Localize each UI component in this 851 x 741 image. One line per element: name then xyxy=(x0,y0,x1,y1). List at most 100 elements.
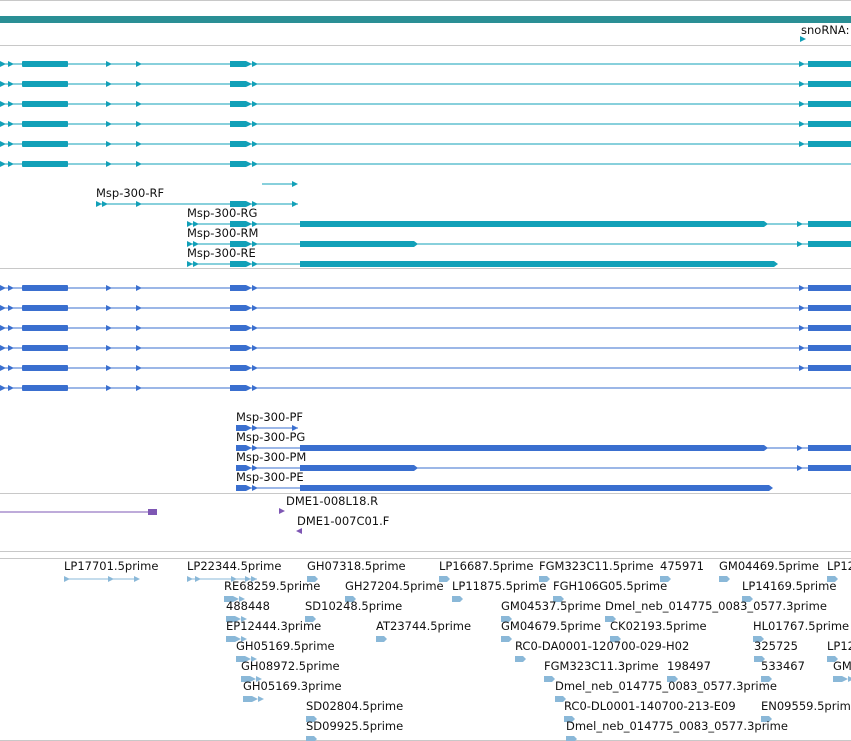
est-feature-block[interactable] xyxy=(761,676,772,682)
est-label[interactable]: GM04679.5prime xyxy=(501,619,601,633)
est-label[interactable]: Dmel_neb_014775_0083_0577.3prime xyxy=(566,719,788,733)
exon-block[interactable] xyxy=(300,241,418,247)
est-feature-block[interactable] xyxy=(539,576,550,582)
est-label[interactable]: GH05169.5prime xyxy=(236,639,335,653)
est-feature-block[interactable] xyxy=(605,616,616,622)
est-feature-block[interactable] xyxy=(345,596,356,602)
est-label[interactable]: SD02804.5prime xyxy=(306,699,404,713)
exon-block[interactable] xyxy=(808,345,851,351)
exon-block[interactable] xyxy=(230,365,246,371)
est-feature-block[interactable] xyxy=(827,576,838,582)
gene-feature-bar[interactable] xyxy=(0,16,851,23)
exon-block[interactable] xyxy=(808,81,851,87)
exon-block[interactable] xyxy=(230,285,246,291)
exon-block[interactable] xyxy=(22,141,68,147)
clone-label[interactable]: DME1-007C01.F xyxy=(297,514,390,528)
clone-label[interactable]: DME1-008L18.R xyxy=(286,494,379,508)
est-label[interactable]: GM04537.5prime xyxy=(501,599,601,613)
est-feature-block[interactable] xyxy=(553,596,564,602)
est-feature-block[interactable] xyxy=(719,576,730,582)
est-label[interactable]: GH07318.5prime xyxy=(307,559,406,573)
est-label[interactable]: GM xyxy=(833,659,851,673)
est-label[interactable]: RC0-DA0001-120700-029-H02 xyxy=(515,639,690,653)
exon-block[interactable] xyxy=(22,305,68,311)
est-label[interactable]: FGH106G05.5prime xyxy=(553,579,668,593)
exon-block[interactable] xyxy=(808,101,851,107)
est-feature-block[interactable] xyxy=(833,676,842,682)
est-feature-block[interactable] xyxy=(753,636,764,642)
est-label[interactable]: 533467 xyxy=(761,659,805,673)
est-label[interactable]: Dmel_neb_014775_0083_0577.3prime xyxy=(605,599,827,613)
exon-block[interactable] xyxy=(22,345,68,351)
exon-block[interactable] xyxy=(808,365,851,371)
est-label[interactable]: FGM323C11.3prime xyxy=(544,659,659,673)
est-label[interactable]: Dmel_neb_014775_0083_0577.3prime xyxy=(555,679,777,693)
est-feature-block[interactable] xyxy=(236,656,245,662)
est-label[interactable]: EN09559.5prime xyxy=(761,699,851,713)
exon-block[interactable] xyxy=(22,161,68,167)
exon-block[interactable] xyxy=(808,121,851,127)
exon-block[interactable] xyxy=(236,465,246,471)
est-feature-block[interactable] xyxy=(667,676,678,682)
est-feature-block[interactable] xyxy=(226,636,235,642)
exon-block[interactable] xyxy=(300,465,418,471)
est-feature-block[interactable] xyxy=(761,716,772,722)
exon-block[interactable] xyxy=(808,445,851,451)
exon-block[interactable] xyxy=(236,485,246,491)
exon-block[interactable] xyxy=(22,101,68,107)
exon-block[interactable] xyxy=(230,325,246,331)
exon-block[interactable] xyxy=(22,61,68,67)
exon-block[interactable] xyxy=(230,241,246,247)
exon-block[interactable] xyxy=(808,221,851,227)
est-feature-block[interactable] xyxy=(306,716,317,722)
protein-label-pf[interactable]: Msp-300-PF xyxy=(236,410,304,424)
transcript-label-rg[interactable]: Msp-300-RG xyxy=(187,206,258,220)
est-feature-block[interactable] xyxy=(452,596,463,602)
est-feature-block[interactable] xyxy=(306,736,317,741)
exon-block[interactable] xyxy=(808,305,851,311)
est-label[interactable]: GH05169.3prime xyxy=(243,679,342,693)
est-label[interactable]: 198497 xyxy=(667,659,711,673)
est-label[interactable]: HL01767.5prime xyxy=(753,619,850,633)
exon-block[interactable] xyxy=(300,445,768,451)
exon-block[interactable] xyxy=(808,141,851,147)
est-label[interactable]: LP22344.5prime xyxy=(187,559,282,573)
est-feature-block[interactable] xyxy=(754,656,765,662)
exon-block[interactable] xyxy=(230,101,246,107)
est-feature-block[interactable] xyxy=(566,736,577,741)
est-feature-block[interactable] xyxy=(742,596,753,602)
est-feature-block[interactable] xyxy=(501,616,512,622)
est-label[interactable]: LP11875.5prime xyxy=(452,579,547,593)
exon-block[interactable] xyxy=(236,425,246,431)
est-label[interactable]: CK02193.5prime xyxy=(610,619,707,633)
est-label[interactable]: LP12 xyxy=(827,559,851,573)
exon-block[interactable] xyxy=(808,285,851,291)
exon-block[interactable] xyxy=(230,261,246,267)
est-feature-block[interactable] xyxy=(243,696,252,702)
exon-block[interactable] xyxy=(236,445,246,451)
est-feature-block[interactable] xyxy=(305,616,316,622)
exon-block[interactable] xyxy=(22,325,68,331)
est-feature-block[interactable] xyxy=(610,636,621,642)
transcript-label-re[interactable]: Msp-300-RE xyxy=(187,246,256,260)
est-feature-block[interactable] xyxy=(241,676,250,682)
transcript-label-rf[interactable]: Msp-300-RF xyxy=(96,186,165,200)
est-feature-block[interactable] xyxy=(224,596,233,602)
exon-block[interactable] xyxy=(230,121,246,127)
exon-block[interactable] xyxy=(22,385,68,391)
est-label[interactable]: SD09925.5prime xyxy=(306,719,404,733)
est-label[interactable]: LP12 xyxy=(827,639,851,653)
est-feature-block[interactable] xyxy=(660,576,671,582)
exon-block[interactable] xyxy=(230,201,246,207)
est-feature-block[interactable] xyxy=(307,576,318,582)
est-label[interactable]: RC0-DL0001-140700-213-E09 xyxy=(564,699,736,713)
est-label[interactable]: AT23744.5prime xyxy=(376,619,472,633)
exon-block[interactable] xyxy=(808,241,851,247)
est-label[interactable]: 325725 xyxy=(754,639,798,653)
est-feature-block[interactable] xyxy=(226,616,235,622)
exon-block[interactable] xyxy=(808,61,851,67)
est-label[interactable]: 475971 xyxy=(660,559,704,573)
est-label[interactable]: LP17701.5prime xyxy=(64,559,159,573)
transcript-label-rm[interactable]: Msp-300-RM xyxy=(187,226,259,240)
snorna-label[interactable]: snoRNA: xyxy=(801,23,850,37)
